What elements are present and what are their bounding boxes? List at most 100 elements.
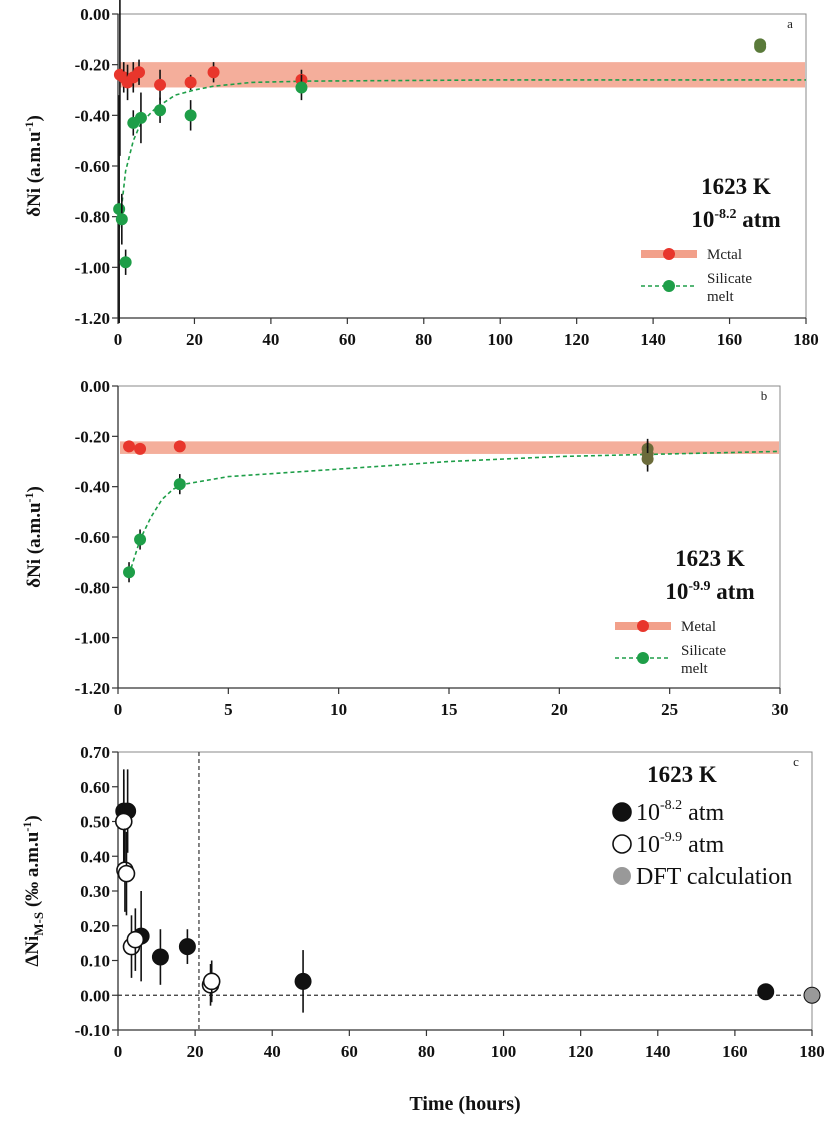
annotation-pressure-exp: -8.2: [714, 207, 736, 222]
legend-entry-base: DFT calculation: [636, 864, 792, 890]
data-point: [126, 930, 145, 949]
data-point: [117, 864, 136, 883]
panel-c: 0.70 0.60 0.50 0.40 0.30 0.20 0.10 0.00 -0.100 20…: [20, 743, 825, 1115]
x-tick-label: 120: [564, 330, 590, 349]
data-point: [173, 440, 186, 453]
panel-label: c: [793, 754, 799, 769]
x-tick-label: 180: [793, 330, 819, 349]
y-tick-label: 0.10: [80, 952, 110, 971]
legend-silicate-swatch-dot: [637, 652, 649, 664]
metal-band: [120, 441, 779, 454]
data-point: [154, 104, 167, 117]
y-axis-label: δNi (a.m.u-1): [22, 115, 45, 217]
y-axis-label-mid: (‰ a.m.u: [22, 831, 43, 912]
y-tick-label: -1.00: [75, 258, 110, 277]
annotation-pressure: 10-8.2 atm: [691, 207, 780, 232]
panel-label: a: [787, 16, 793, 31]
legend-entry-exp: -8.2: [660, 798, 682, 813]
x-tick-label: 20: [186, 330, 203, 349]
legend-silicate-label: Silicate: [707, 271, 752, 287]
y-tick-label: 0.60: [80, 778, 110, 797]
legend-marker: [613, 867, 631, 885]
data-point: [184, 76, 197, 89]
legend-metal-label: Mctal: [707, 247, 742, 263]
data-point: [123, 440, 136, 453]
y-tick-label: -0.20: [75, 56, 110, 75]
plot-frame: [117, 13, 807, 319]
y-axis-label-sup: -1: [20, 822, 34, 832]
y-tick-label: -1.20: [75, 309, 110, 328]
metal-band: [120, 62, 805, 88]
plot-frame: [117, 751, 813, 1031]
y-tick-label: -0.40: [75, 106, 110, 125]
y-axis-label-sub: M-S: [31, 912, 46, 936]
legend-entry-exp: -9.9: [660, 830, 682, 845]
data-point: [119, 256, 132, 269]
data-point: [133, 66, 146, 79]
x-tick-label: 140: [640, 330, 666, 349]
x-tick-label: 20: [551, 700, 568, 719]
data-point: [134, 111, 147, 124]
legend-silicate-swatch-dot: [663, 280, 675, 292]
x-tick-label: 120: [568, 1042, 594, 1061]
y-axis-label: δNi (a.m.u-1): [22, 486, 45, 588]
legend-marker: [612, 802, 632, 822]
x-tick-label: 140: [645, 1042, 671, 1061]
x-tick-label: 100: [487, 330, 513, 349]
legend-metal-label: Metal: [681, 619, 716, 635]
x-tick-label: 30: [772, 700, 789, 719]
x-tick-label: 0: [114, 330, 123, 349]
y-tick-label: 0.30: [80, 882, 110, 901]
data-point: [295, 81, 308, 94]
legend-title: 1623 K: [647, 762, 717, 787]
data-point: [154, 78, 167, 91]
panel-label: b: [761, 388, 768, 403]
x-tick-label: 60: [341, 1042, 358, 1061]
data-point: [114, 812, 133, 831]
legend-metal-swatch-dot: [663, 248, 675, 260]
data-point: [184, 109, 197, 122]
legend-silicate-label: Silicate: [681, 643, 726, 659]
y-tick-label: -0.80: [75, 208, 110, 227]
legend-entry-unit: atm: [682, 800, 724, 826]
data-point: [134, 533, 147, 546]
legend-entry-base: 10: [636, 800, 660, 826]
y-tick-label: -0.60: [75, 157, 110, 176]
y-tick-label: -1.00: [75, 629, 110, 648]
data-point: [123, 566, 136, 579]
x-tick-label: 20: [187, 1042, 204, 1061]
annotation-pressure-base: 10: [691, 207, 714, 232]
data-point: [151, 948, 169, 966]
legend-entry-label: 10-9.9 atm: [636, 830, 724, 858]
y-axis-label-end: ): [24, 115, 45, 121]
data-point: [641, 452, 654, 465]
y-tick-label: -0.10: [75, 1021, 110, 1040]
legend-entry-label: 10-8.2 atm: [636, 798, 724, 826]
x-tick-label: 160: [717, 330, 743, 349]
x-tick-label: 80: [415, 330, 432, 349]
legend-silicate-label-2: melt: [681, 661, 708, 677]
y-tick-label: -1.20: [75, 679, 110, 698]
data-point: [207, 66, 220, 79]
legend-marker: [612, 834, 632, 854]
silicate-fit-curve: [118, 79, 806, 230]
legend-entry-label: DFT calculation: [636, 864, 792, 890]
x-tick-label: 60: [339, 330, 356, 349]
x-tick-label: 15: [441, 700, 458, 719]
x-tick-label: 80: [418, 1042, 435, 1061]
annotation-pressure-unit: atm: [737, 207, 781, 232]
annotation-pressure-base: 10: [665, 579, 688, 604]
y-axis-label-sup: -1: [22, 492, 36, 502]
y-axis-label-end: ): [24, 486, 45, 492]
y-tick-label: 0.00: [80, 5, 110, 24]
data-point: [115, 213, 128, 226]
x-tick-label: 0: [114, 1042, 123, 1061]
legend-entry-base: 10: [636, 832, 660, 858]
x-tick-label: 40: [264, 1042, 281, 1061]
x-tick-label: 180: [799, 1042, 825, 1061]
x-tick-label: 100: [491, 1042, 517, 1061]
data-point: [202, 972, 221, 991]
data-point: [173, 478, 186, 491]
panel-a: 0.00 -0.20 -0.40 -0.60 -0.80 -1.00 -1.200 20 40 6…: [22, 0, 819, 349]
y-axis-label-sup: -1: [22, 121, 36, 131]
